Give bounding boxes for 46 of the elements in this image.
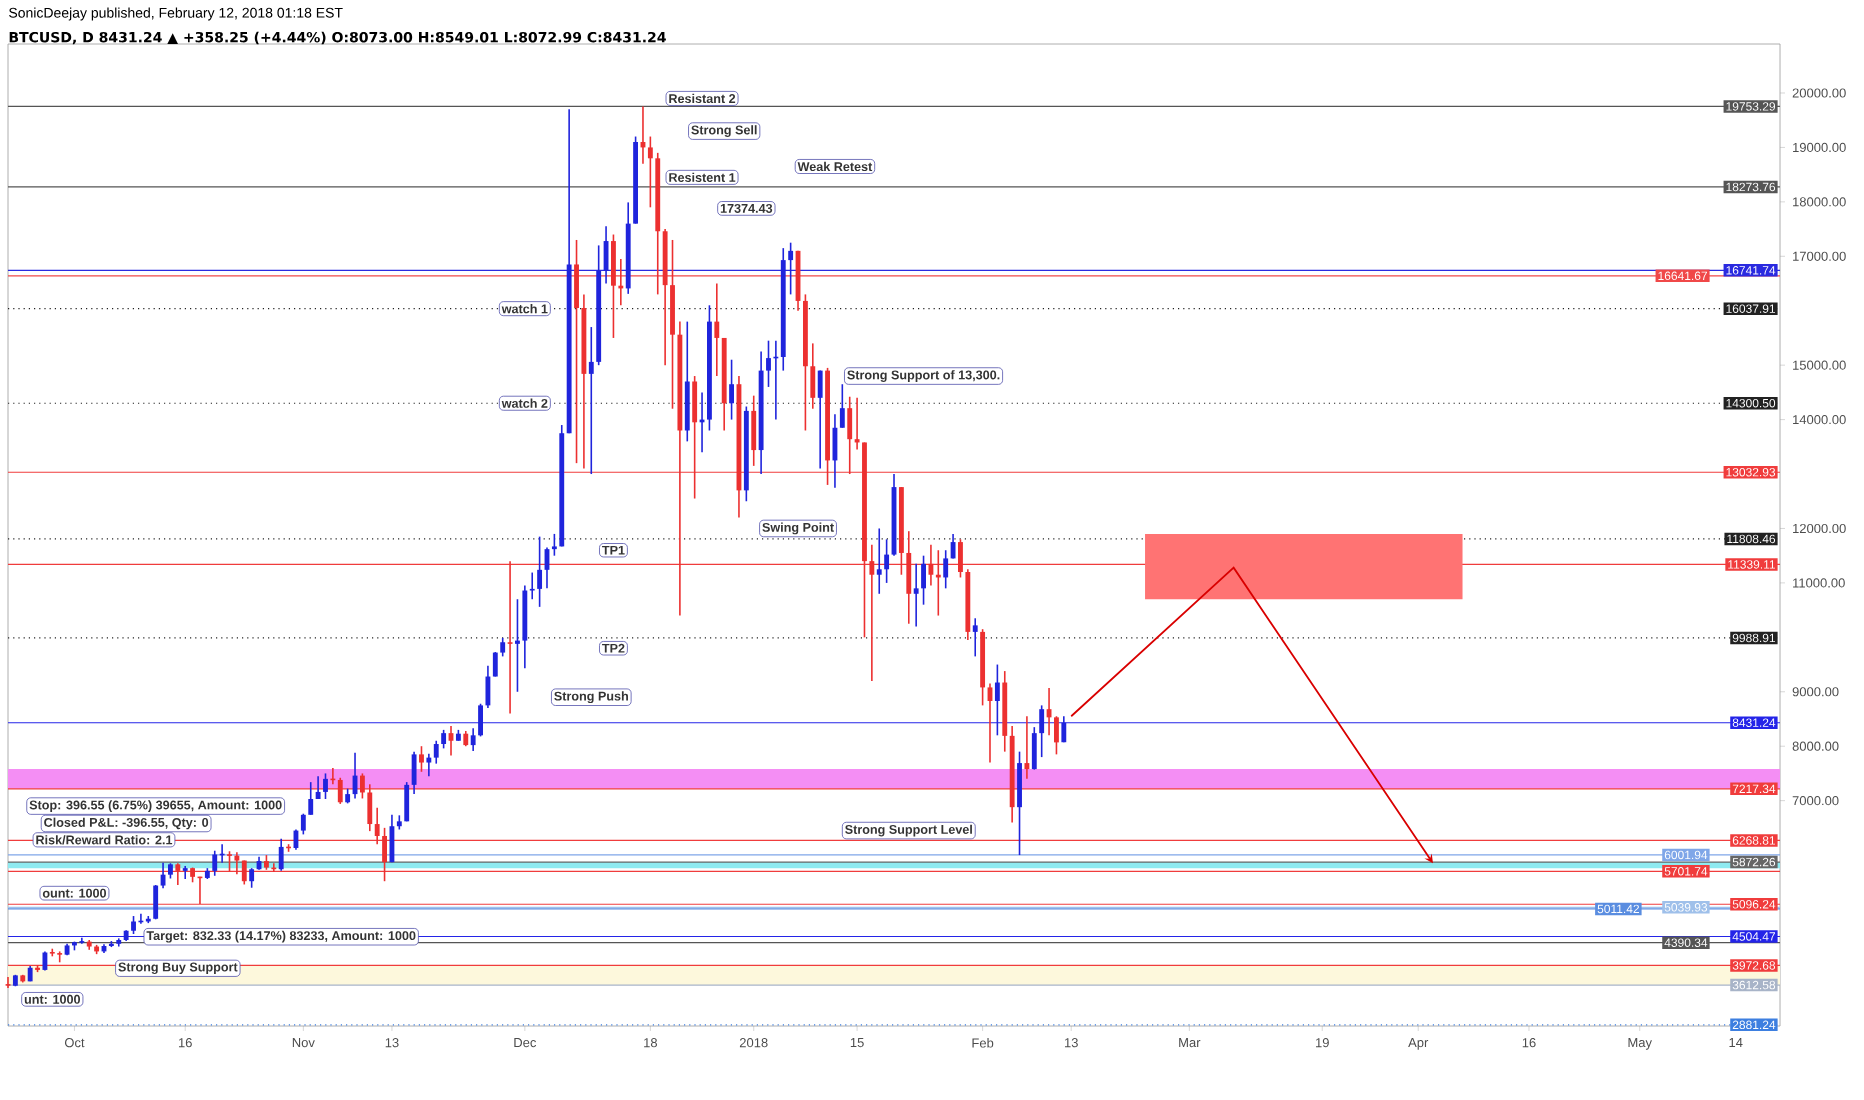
candlestick [714,282,720,377]
candlestick [839,383,845,429]
candlestick [972,617,978,658]
candlestick [278,837,284,872]
candlestick [300,812,306,836]
candlestick [182,865,188,880]
candlestick [574,239,579,464]
candlestick [921,554,926,606]
candlestick [212,849,218,877]
candlestick [5,976,11,989]
candlestick [404,781,410,823]
candlestick [537,535,543,608]
candlestick [943,549,949,590]
candlestick [876,527,882,595]
candlestick [1054,715,1059,756]
candlestick [500,637,506,658]
candlestick [551,533,557,557]
candlestick [153,884,159,921]
candlestick [426,753,432,777]
candlestick [411,750,417,795]
candlestick [588,326,594,475]
candlestick [913,563,919,628]
candlestick [729,358,735,421]
candlestick [751,394,757,467]
candlestick [766,339,771,388]
candlestick [884,538,890,584]
candlestick [950,533,956,560]
candlestick [854,397,860,451]
candlestick [492,651,498,678]
candlestick [817,369,823,470]
candlestick [470,727,476,752]
candlestick [433,739,439,765]
candlestick [308,781,314,816]
candlestick [441,729,447,750]
candlestick [647,135,653,209]
candlestick [485,664,491,709]
candlestick [529,571,535,601]
candlestick [515,598,520,693]
candlestick [1024,715,1030,780]
candlestick [419,745,424,773]
candlestick [323,772,328,800]
candlestick [1017,750,1022,856]
candlestick [611,233,616,339]
candlestick [1031,726,1037,771]
candlestick [249,867,255,889]
candlestick [810,342,816,410]
